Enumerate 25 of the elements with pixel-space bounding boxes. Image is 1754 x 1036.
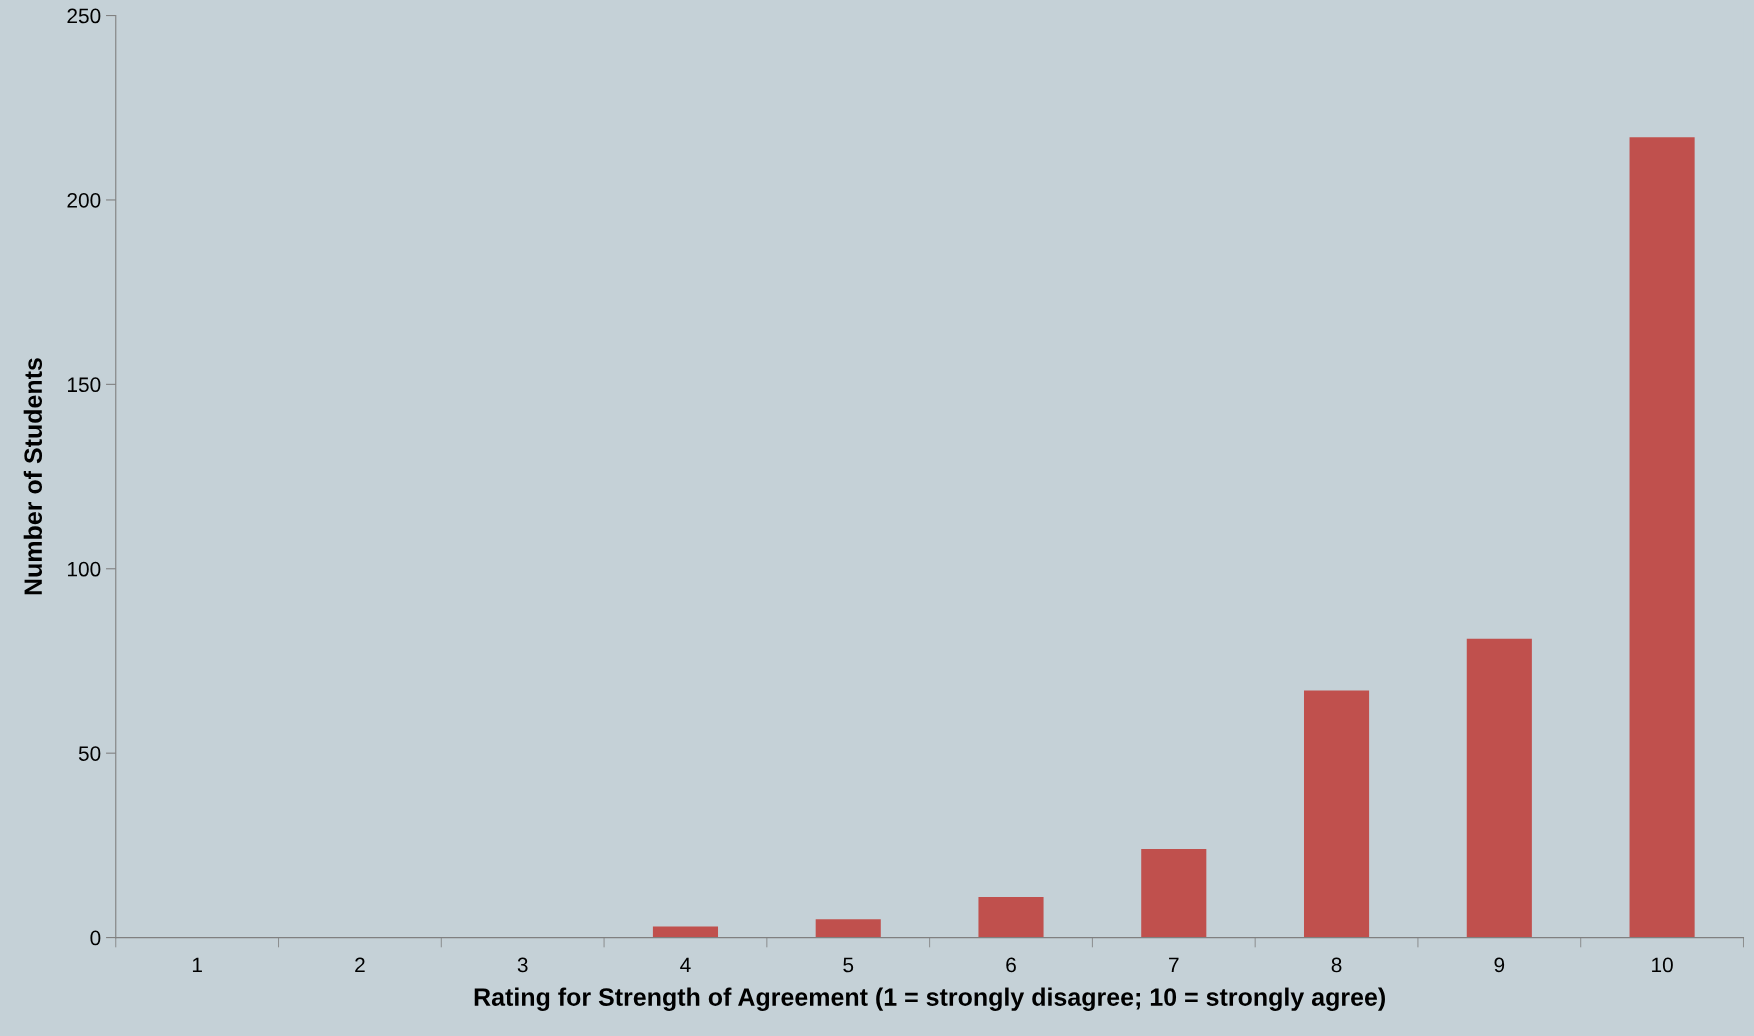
y-tick-label: 0	[90, 930, 101, 946]
x-tick-label: 2	[355, 957, 365, 973]
bar	[978, 897, 1044, 938]
x-tick-label: 4	[680, 957, 691, 973]
x-tick-label: 9	[1494, 957, 1505, 973]
x-tick-label: 8	[1331, 957, 1342, 973]
x-tick-label: 5	[843, 957, 854, 973]
x-tick-label: 3	[517, 957, 528, 973]
x-axis-title: Rating for Strength of Agreement (1 = strongly disagree; 10 = strongly agree)	[474, 987, 1385, 1011]
bar	[1141, 849, 1207, 938]
bar	[1303, 690, 1370, 938]
x-tick-label: 1	[192, 957, 202, 973]
x-tick-label: 7	[1169, 957, 1179, 973]
bar	[815, 919, 881, 938]
bar	[1629, 137, 1695, 938]
y-tick-label: 200	[67, 192, 101, 208]
y-tick-label: 250	[67, 8, 101, 24]
bar	[652, 926, 719, 938]
y-axis-title: Number of Students	[23, 358, 43, 595]
y-tick-label: 50	[78, 746, 101, 761]
bar	[1466, 638, 1532, 938]
x-tick-label: 10	[1652, 957, 1673, 973]
y-tick-label: 100	[68, 561, 101, 577]
y-tick-label: 150	[68, 377, 101, 393]
x-tick-label: 6	[1006, 957, 1016, 973]
